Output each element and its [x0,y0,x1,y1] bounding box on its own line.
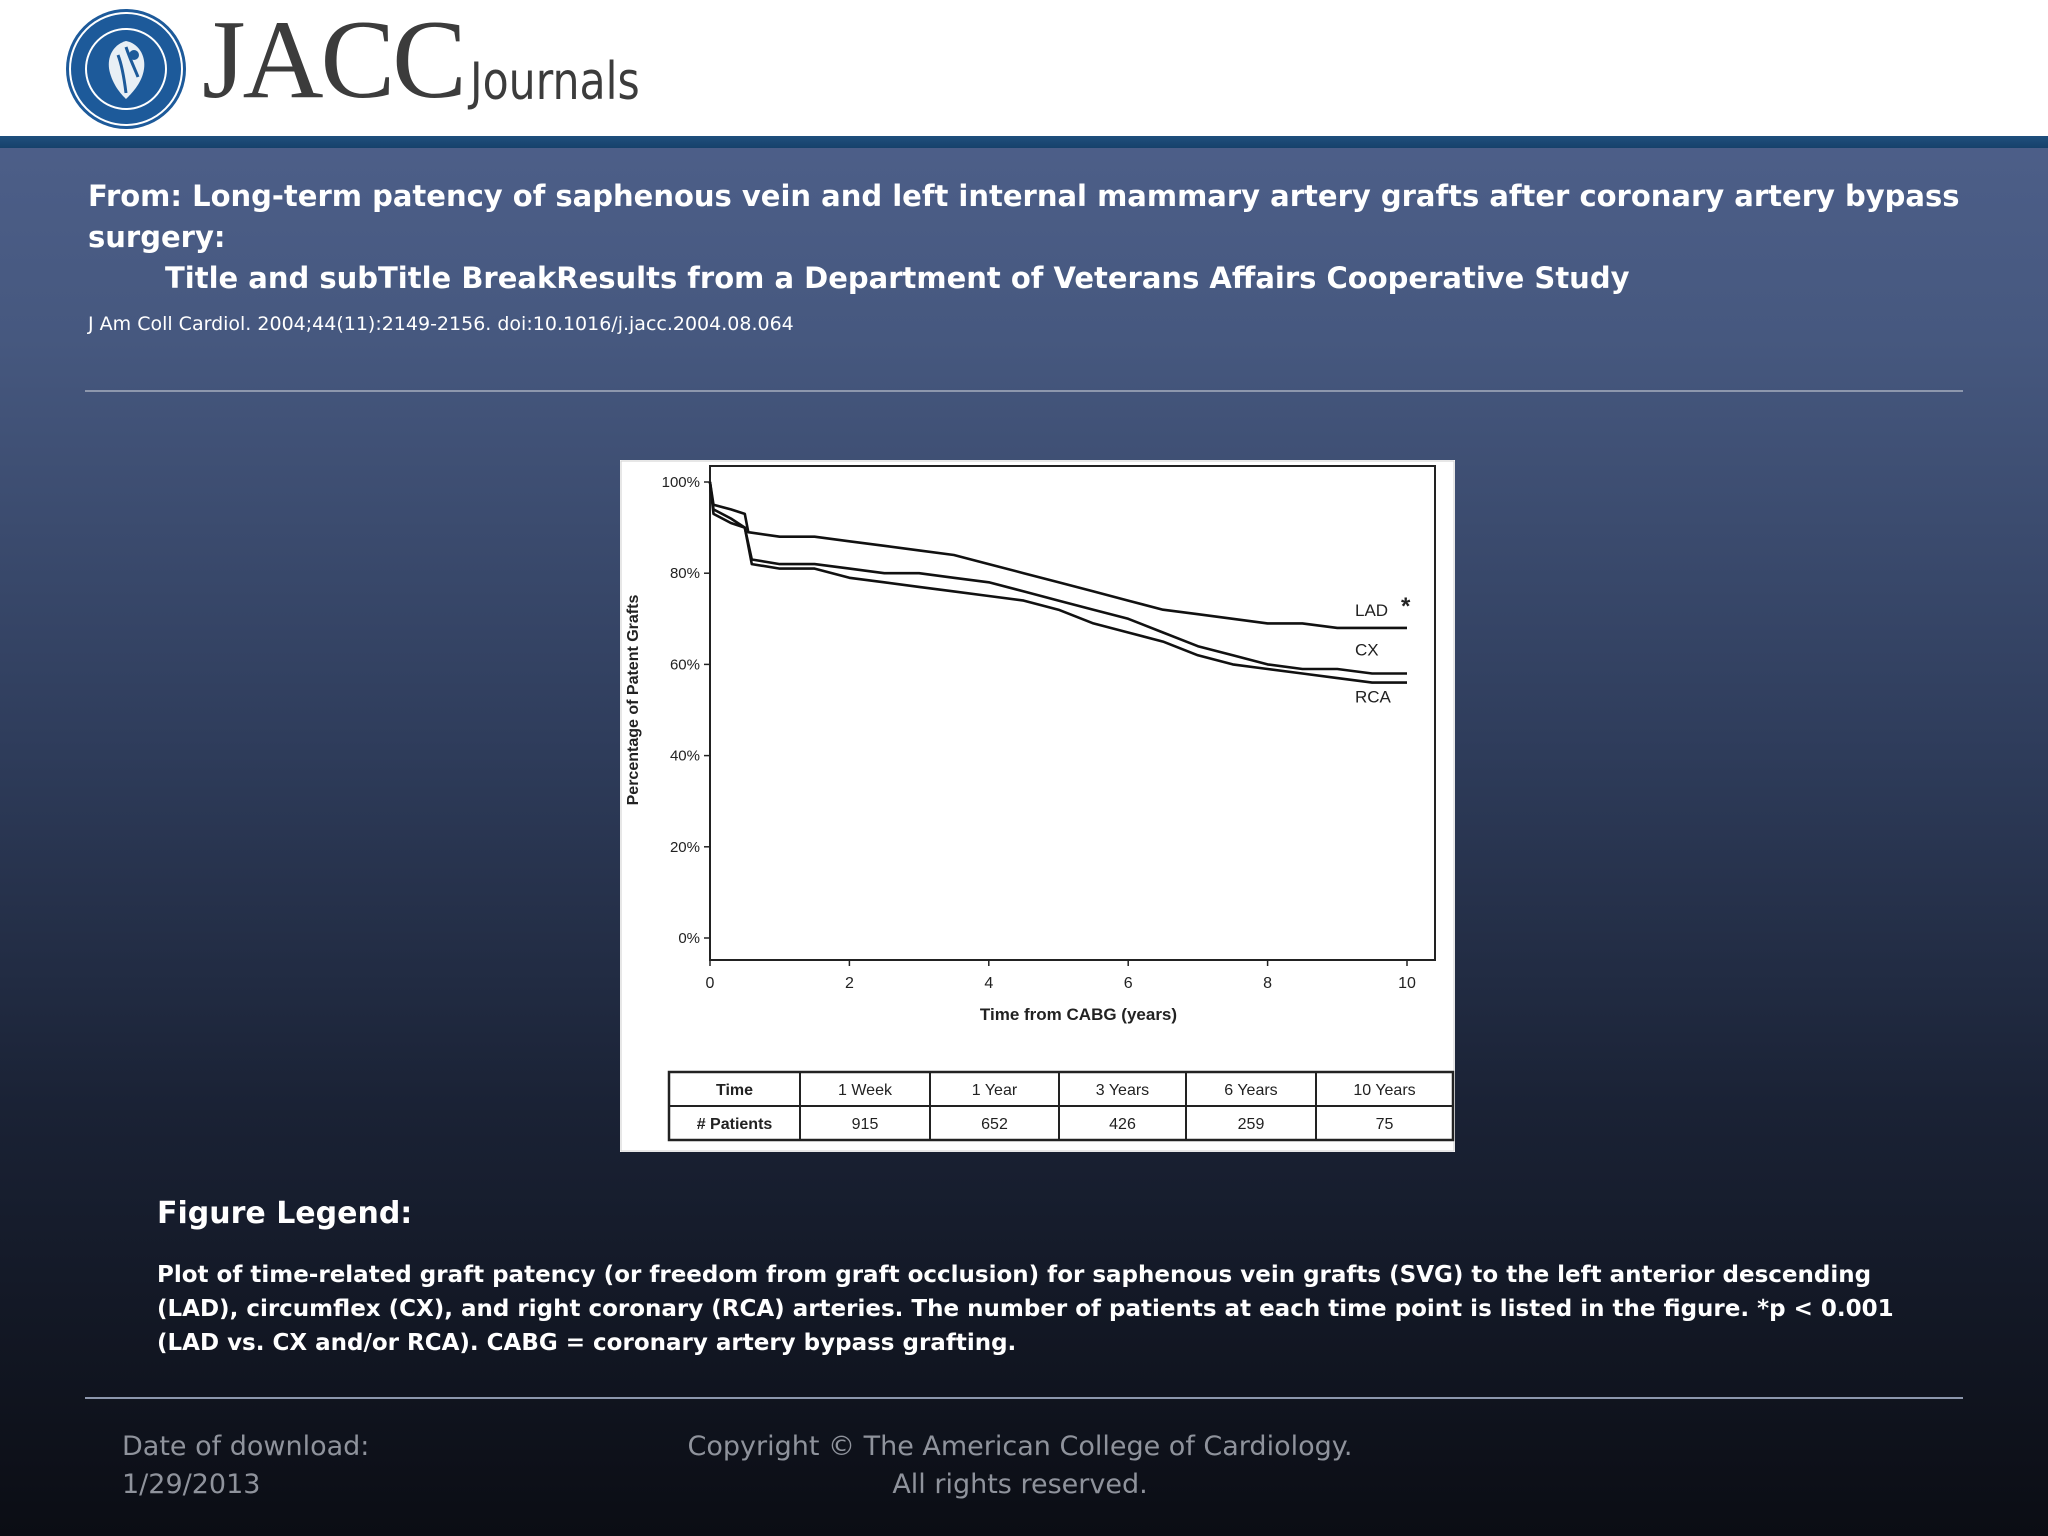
acc-foundation-seal-icon [66,9,186,129]
table-cell: 426 [1109,1116,1136,1133]
y-tick-label: 100% [662,474,700,491]
y-tick-label: 80% [670,565,700,582]
y-tick-label: 60% [670,656,700,673]
series-label-rca: RCA [1355,688,1392,707]
x-axis-label: Time from CABG (years) [980,1005,1177,1024]
series-label-lad: LAD [1355,601,1388,620]
series-label-cx: CX [1355,641,1379,660]
x-tick-label: 8 [1263,975,1272,992]
table-header-cell: 1 Week [838,1082,893,1099]
article-title-line-1: From: Long-term patency of saphenous vei… [88,179,1960,254]
download-date: Date of download: 1/29/2013 [122,1428,369,1504]
table-cell: 259 [1238,1116,1265,1133]
y-tick-label: 20% [670,839,700,856]
figure-panel: 0% 20% 40% 60% 80% 100% 0 2 4 6 8 10 Time from CABG … [620,460,1455,1152]
x-tick-label: 10 [1398,975,1416,992]
plot-frame [709,465,1436,961]
article-title-line-2: Title and subTitle BreakResults from a D… [165,261,1630,295]
table-cell: # Patients [697,1116,773,1133]
figure-legend-heading: Figure Legend: [157,1196,413,1231]
table-header-cell: 10 Years [1353,1082,1415,1099]
copyright-line-1: Copyright © The American College of Card… [687,1431,1353,1462]
copyright-notice: Copyright © The American College of Card… [660,1428,1380,1504]
x-tick-label: 0 [706,975,715,992]
series-line-lad [708,481,1407,630]
journal-logo-subtext: Journals [470,52,640,112]
table-cell: 652 [981,1116,1008,1133]
table-header-cell: 6 Years [1224,1082,1277,1099]
article-citation: J Am Coll Cardiol. 2004;44(11):2149-2156… [88,313,794,335]
table-cell: 915 [852,1116,879,1133]
series-line-rca [708,481,1407,684]
article-title: From: Long-term patency of saphenous vei… [88,176,1988,299]
y-axis-label: Percentage of Patent Grafts [625,595,642,806]
figure-background [620,460,1455,1152]
x-tick-label: 4 [984,975,993,992]
journal-logo-text: JACC [202,0,467,122]
journal-header: JACC Journals [0,0,2048,138]
y-tick-label: 40% [670,748,700,765]
figure-legend-text: Plot of time-related graft patency (or f… [157,1262,1894,1356]
table-header-cell: 3 Years [1096,1082,1149,1099]
divider-bottom [85,1397,1963,1399]
y-tick-label: 0% [678,930,700,947]
header-band [0,136,2048,148]
x-tick-label: 6 [1124,975,1133,992]
table-header-cell: 1 Year [972,1082,1018,1099]
download-date-value: 1/29/2013 [122,1469,261,1500]
table-cell: 75 [1376,1116,1394,1133]
table-header-cell: Time [716,1082,753,1099]
copyright-line-2: All rights reserved. [892,1469,1148,1500]
download-date-label: Date of download: [122,1431,370,1462]
divider-top [85,390,1963,392]
x-tick-label: 2 [845,975,854,992]
significance-marker: * [1401,593,1411,620]
patency-chart: 0% 20% 40% 60% 80% 100% 0 2 4 6 8 10 Time from CABG … [620,460,1455,1152]
